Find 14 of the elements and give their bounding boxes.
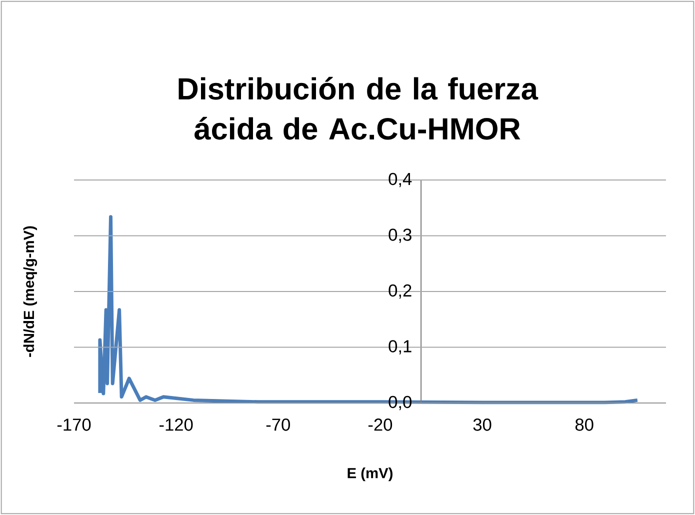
x-tick-label: 80 xyxy=(575,418,594,431)
y-tick-label: 0,1 xyxy=(388,340,412,354)
x-tick-label: -20 xyxy=(368,418,392,431)
y-tick-label: 0,3 xyxy=(388,228,412,243)
x-axis-title: E (mV) xyxy=(348,468,392,482)
y-tick-label: 0,4 xyxy=(388,172,412,188)
x-tick-label: -120 xyxy=(160,418,193,431)
y-tick-label: 0,0 xyxy=(388,396,412,410)
y-tick-label: 0,2 xyxy=(388,284,412,299)
y-axis-title: -dN/dE (meq/g-mV) xyxy=(23,226,38,357)
x-tick-label: -70 xyxy=(266,418,290,431)
x-tick-label: -170 xyxy=(57,418,91,431)
x-tick-label: 30 xyxy=(473,418,492,431)
chart-title: Distribución de la fuerza ácida de Ac.Cu-HMOR xyxy=(178,76,538,140)
